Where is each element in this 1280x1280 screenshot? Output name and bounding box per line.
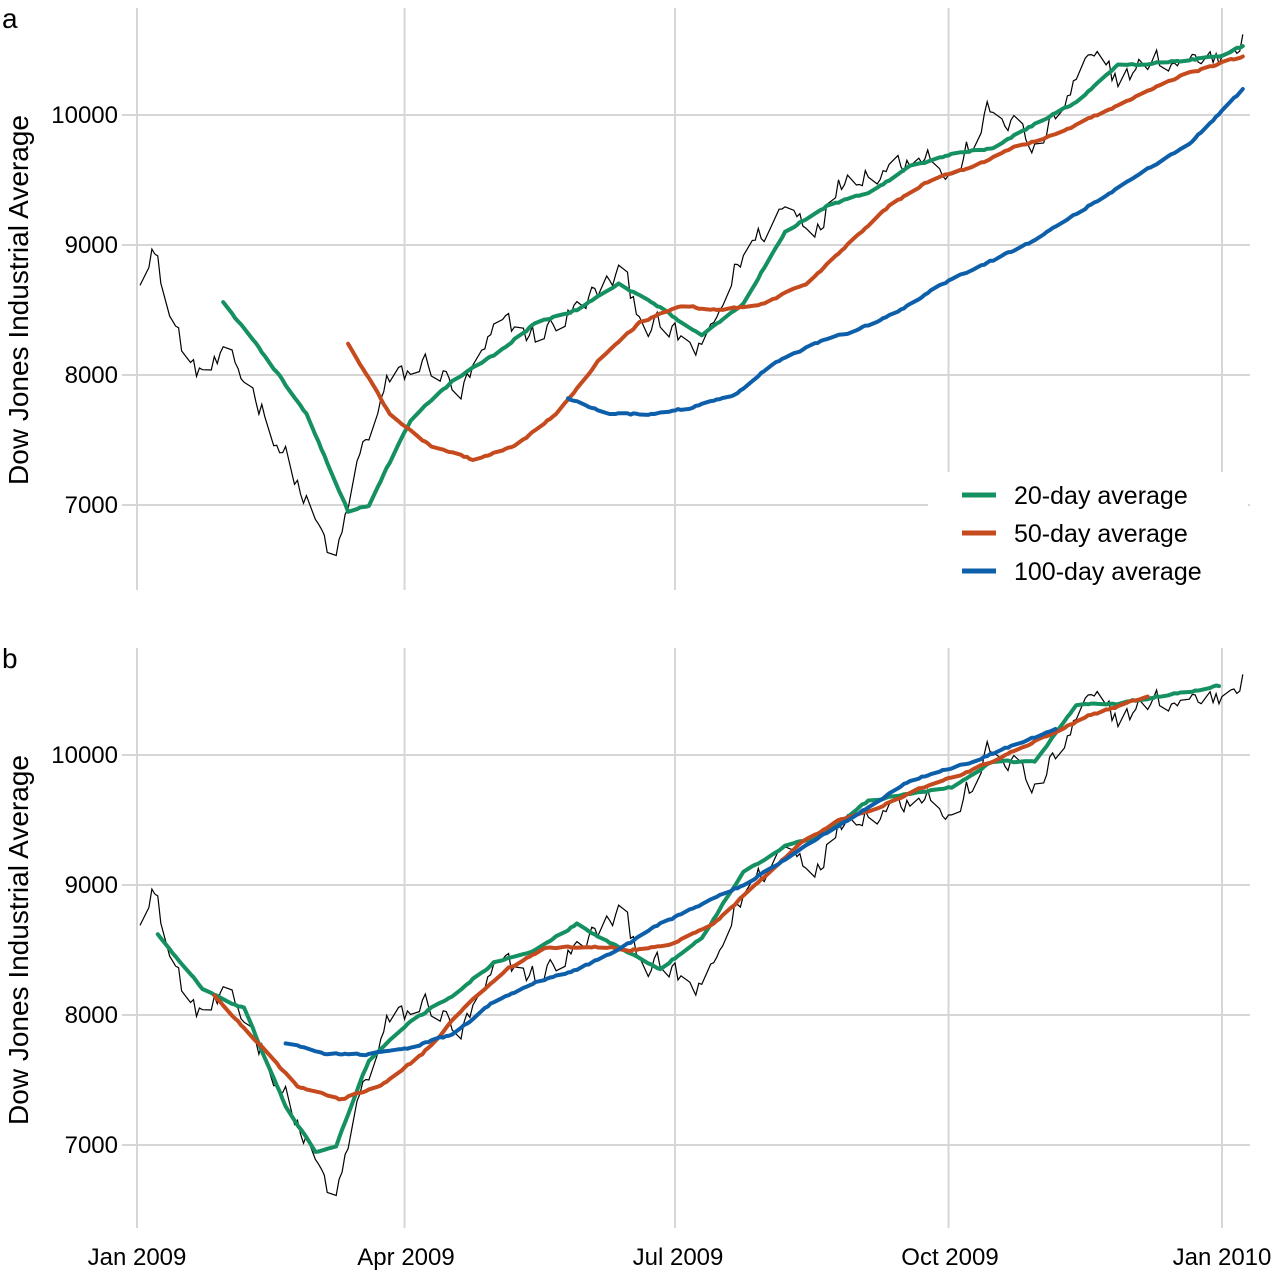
legend: 20-day average 50-day average 100-day av… [962, 482, 1202, 586]
panel-b-50-day-average-line [212, 694, 1150, 1102]
panel-a-y-tick-labels: 7000 8000 9000 10000 [51, 102, 118, 519]
panel-b-series [139, 674, 1244, 1197]
panel-a-50-day-average-line [346, 54, 1245, 462]
panel-a-y-axis-title: Dow Jones Industrial Average [3, 115, 34, 485]
panel-b-100-day-average-line [283, 727, 1058, 1058]
panel-b: b Dow Jones Industrial Average 7000 8000 9… [2, 643, 1250, 1228]
panel-a-series [139, 34, 1245, 557]
panel-b-y-tick-9000: 9000 [65, 872, 118, 899]
x-tick-oct-2009: Oct 2009 [901, 1244, 998, 1271]
panel-b-djia-price-line [139, 674, 1244, 1197]
panel-a-label: a [2, 3, 18, 34]
panel-a-y-tick-8000: 8000 [65, 362, 118, 389]
panel-a-y-tick-9000: 9000 [65, 232, 118, 259]
panel-b-y-tick-8000: 8000 [65, 1002, 118, 1029]
legend-label-50-day: 50-day average [1014, 520, 1188, 548]
panel-b-y-tick-10000: 10000 [51, 742, 118, 769]
x-tick-jan-2009: Jan 2009 [88, 1244, 187, 1271]
legend-label-20-day: 20-day average [1014, 482, 1188, 510]
panel-b-y-tick-labels: 7000 8000 9000 10000 [51, 742, 118, 1159]
panel-a-100-day-average-line [566, 87, 1245, 417]
panel-b-label: b [2, 643, 18, 674]
panel-b-y-tick-7000: 7000 [65, 1132, 118, 1159]
panel-a-y-tick-7000: 7000 [65, 492, 118, 519]
x-axis-tick-labels: Jan 2009 Apr 2009 Jul 2009 Oct 2009 Jan … [88, 1244, 1272, 1271]
panel-a: a Dow Jones Industrial Average 7000 8000 9… [2, 3, 1250, 600]
x-tick-jul-2009: Jul 2009 [633, 1244, 724, 1271]
x-tick-jan-2010: Jan 2010 [1173, 1244, 1272, 1271]
legend-label-100-day: 100-day average [1014, 558, 1202, 586]
panel-b-y-axis-title: Dow Jones Industrial Average [3, 755, 34, 1125]
panel-b-gridlines [122, 648, 1250, 1228]
panel-a-y-tick-10000: 10000 [51, 102, 118, 129]
x-tick-apr-2009: Apr 2009 [357, 1244, 454, 1271]
panel-b-20-day-average-line [155, 683, 1221, 1154]
